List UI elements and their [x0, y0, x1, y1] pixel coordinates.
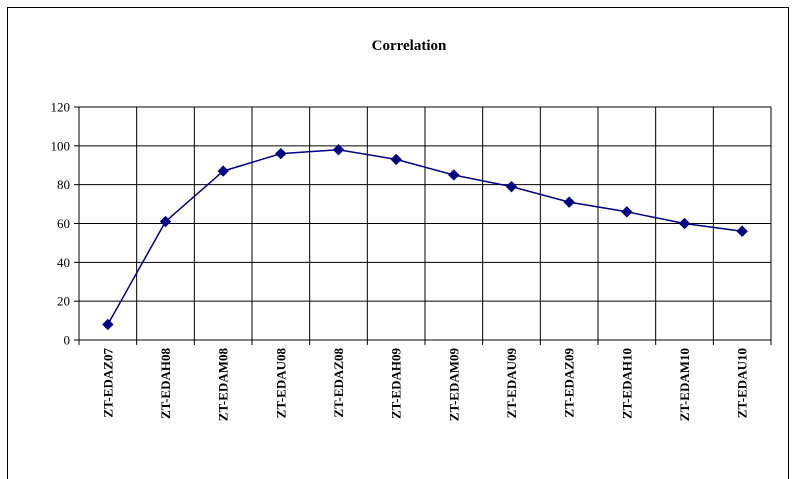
- data-point: [275, 147, 287, 160]
- y-tick-label: 0: [64, 333, 71, 348]
- y-tick-label: 100: [51, 138, 71, 153]
- y-tick-label: 60: [57, 216, 70, 231]
- data-point: [563, 196, 575, 208]
- data-point: [332, 144, 345, 156]
- data-point: [448, 169, 460, 181]
- data-point: [102, 318, 114, 331]
- x-tick-label: ZT-EDAZ09: [562, 348, 577, 418]
- x-tick-label: ZT-EDAH08: [158, 348, 173, 420]
- data-point: [678, 217, 691, 230]
- x-tick-label: ZT-EDAU09: [504, 348, 519, 419]
- x-tick-label: ZT-EDAM08: [216, 348, 231, 422]
- data-point: [621, 206, 633, 218]
- series-markers: [102, 144, 748, 331]
- x-tick-label: ZT-EDAU08: [273, 348, 288, 419]
- x-tick-label: ZT-EDAH10: [619, 348, 634, 419]
- x-tick-label: ZT-EDAZ07: [100, 348, 115, 418]
- data-point: [736, 225, 748, 237]
- data-point: [390, 153, 402, 166]
- chart-title: Correlation: [372, 38, 447, 54]
- x-tick-label: ZT-EDAM09: [446, 348, 461, 422]
- y-axis-ticks: 0 20 40 60 80 100 120: [51, 100, 71, 348]
- y-tick-label: 40: [57, 255, 70, 270]
- x-tick-label: ZT-EDAZ08: [331, 348, 346, 418]
- data-point: [159, 215, 172, 228]
- y-tick-label: 20: [57, 294, 70, 309]
- x-tick-label: ZT-EDAH09: [389, 348, 404, 420]
- x-tick-label: ZT-EDAM10: [677, 348, 692, 421]
- grid-lines: [78, 106, 772, 341]
- chart-frame: [7, 7, 789, 479]
- series-line: [107, 148, 743, 325]
- y-tick-label: 80: [57, 177, 70, 192]
- data-point: [217, 165, 229, 177]
- x-axis-ticks: ZT-EDAZ07 ZT-EDAH08 ZT-EDAM08 ZT-EDAU08 ZT-E…: [100, 348, 749, 422]
- x-tick-label: ZT-EDAU10: [735, 348, 750, 418]
- axes: [74, 106, 772, 345]
- data-point: [505, 180, 518, 193]
- y-tick-label: 120: [51, 100, 71, 115]
